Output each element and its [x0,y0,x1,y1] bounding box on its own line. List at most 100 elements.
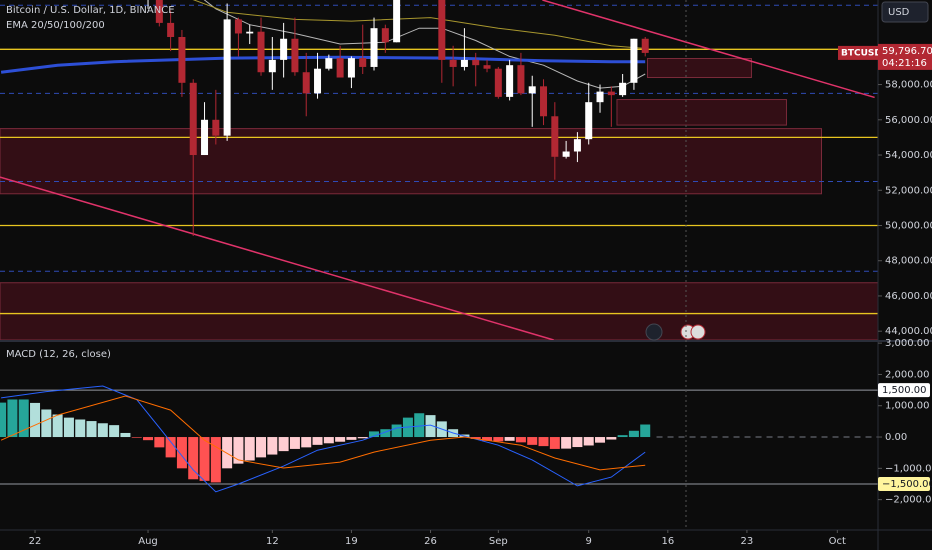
y-tick-label: 58,000.00 [885,80,932,91]
y-tick-label: 48,000.00 [885,256,932,267]
histogram-bar [256,437,267,458]
y-tick-label: 3,000.00 [885,338,930,349]
histogram-bar [549,437,560,449]
candle-body [257,31,265,73]
candle-body [201,119,209,156]
histogram-bar [97,423,108,438]
candle-body [314,68,322,94]
candle-body [167,22,175,37]
x-tick-label: 23 [741,536,754,547]
macd-line [0,395,646,471]
y-tick-label: 2,000.00 [885,369,930,380]
histogram-bar [188,437,199,480]
candle-body [280,38,288,60]
histogram-bar [414,413,425,438]
currency-button[interactable] [881,1,929,23]
trend-line [0,176,554,340]
histogram-bar [278,437,289,452]
candle-body [347,58,355,78]
histogram-bar [7,399,18,438]
histogram-bar [515,437,526,443]
histogram-bar [301,437,312,448]
y-tick-label: 46,000.00 [885,291,932,302]
histogram-bar [30,402,41,438]
price-pane [0,0,878,340]
x-tick-label: 16 [661,536,674,547]
zone [616,99,787,126]
histogram-bar [176,437,187,469]
zone [646,57,752,79]
histogram-bar [154,437,165,448]
macd-title: MACD (12, 26, close) [6,349,111,360]
histogram-bar [109,425,120,438]
histogram-bar [470,437,481,439]
countdown: 04:21:16 [882,58,927,69]
candle-body [528,86,536,94]
histogram-bar [628,430,639,438]
level-badge [878,383,930,398]
trend-line [542,0,875,99]
candle-body [393,0,401,43]
histogram-bar [41,409,52,438]
event-icon[interactable] [690,324,706,340]
histogram-bar [504,437,515,441]
histogram-bar [391,424,402,438]
y-tick-label: −2,000.00 [885,495,932,506]
y-tick-label: 54,000.00 [885,150,932,161]
histogram-bar [210,437,221,483]
candle-body [607,91,615,96]
histogram-bar [143,437,154,441]
candle-body [234,19,242,34]
histogram-bar [346,437,357,440]
level-badge [878,476,930,491]
histogram-bar [222,437,233,469]
y-tick-label: 0.00 [885,432,907,443]
histogram-bar [380,429,391,438]
candle-body [630,38,638,83]
histogram-bar [312,437,323,445]
symbol-badge [838,45,878,60]
y-tick-label: −1,000.00 [885,463,932,474]
x-tick-label: 9 [586,536,592,547]
histogram-bar [233,437,244,464]
x-tick-label: 12 [266,536,279,547]
candle-body [325,58,333,69]
histogram-bar [538,437,549,447]
candle-body [562,151,570,157]
candle-body [178,36,186,83]
event-icon[interactable] [645,323,663,341]
histogram-bar [165,437,176,458]
histogram-bar [583,437,594,446]
y-tick-label: 56,000.00 [885,115,932,126]
histogram-bar [52,414,63,438]
x-tick-label: Aug [138,536,158,547]
candle-body [370,28,378,67]
candle-body [619,82,627,96]
candle-body [506,65,514,97]
level-label: 1,500.00 [882,385,927,396]
zone [0,282,878,340]
histogram-bar [323,437,334,444]
candle-body [438,0,446,60]
histogram-bar [289,437,300,449]
histogram-bar [63,417,74,438]
histogram-bar [86,421,97,438]
histogram-bar [425,415,436,438]
symbol-label: BTCUSD [841,48,882,58]
histogram-bar [617,435,628,438]
histogram-bar [357,437,368,439]
x-tick-label: Oct [829,536,846,547]
candle-body [494,68,502,97]
histogram-bar [335,437,346,442]
candle-body [472,59,480,66]
histogram-bar [493,437,504,442]
histogram-bar [244,437,255,461]
histogram-bar [131,437,142,438]
histogram-bar [75,419,86,438]
ema-line [192,0,646,49]
candle-body [573,139,581,152]
candle-body [641,38,649,53]
x-tick-label: Sep [489,536,508,547]
y-tick-label: 50,000.00 [885,220,932,231]
x-tick-label: 19 [345,536,358,547]
